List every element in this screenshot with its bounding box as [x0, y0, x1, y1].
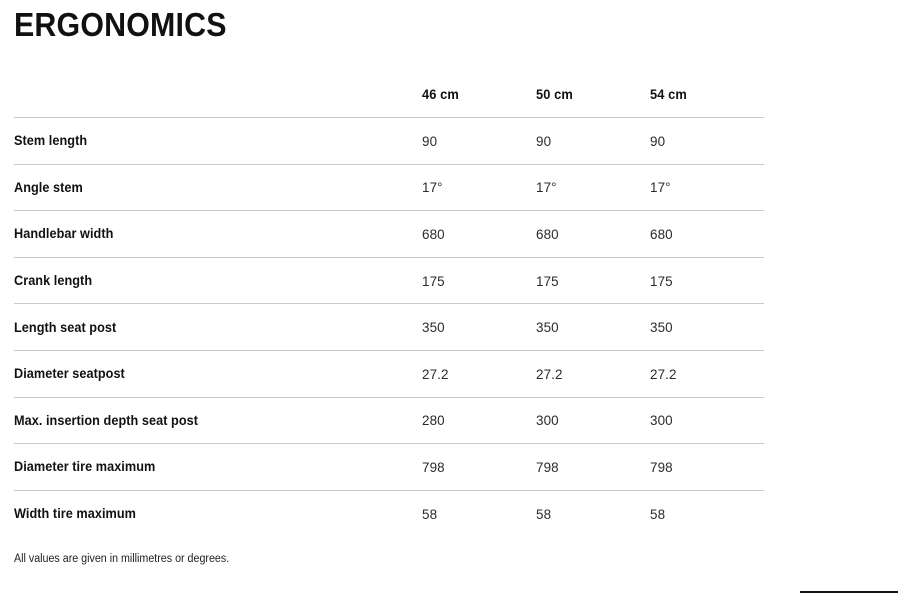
row-value-54-text: 27.2 [650, 365, 677, 382]
row-label-text: Max. insertion depth seat post [14, 412, 199, 428]
row-label-text: Handlebar width [14, 226, 114, 242]
row-value-50: 17° [536, 163, 650, 211]
table-row: Diameter tire maximum 798 798 798 [14, 443, 764, 491]
row-value-46-text: 90 [422, 132, 438, 149]
row-label: Handlebar width [14, 210, 422, 258]
row-value-50: 680 [536, 210, 650, 258]
row-value-54-text: 17° [650, 179, 671, 196]
column-header-size-46: 46 cm [422, 87, 459, 102]
row-value-46-text: 680 [422, 225, 445, 242]
row-value-46-text: 175 [422, 272, 445, 289]
row-value-50-text: 27.2 [536, 365, 563, 382]
row-value-50-text: 175 [536, 272, 559, 289]
row-value-50-text: 58 [536, 505, 552, 522]
row-value-46-text: 17° [422, 179, 443, 196]
row-value-54: 90 [650, 117, 764, 165]
row-value-46: 58 [422, 489, 536, 537]
row-value-50: 175 [536, 256, 650, 304]
table-row: Crank length 175 175 175 [14, 256, 764, 304]
row-value-50: 90 [536, 117, 650, 165]
row-label: Max. insertion depth seat post [14, 396, 422, 444]
column-header-size-50: 50 cm [536, 87, 573, 102]
row-value-50: 798 [536, 443, 650, 491]
row-value-54-text: 680 [650, 225, 673, 242]
row-value-50-text: 680 [536, 225, 559, 242]
row-value-46: 17° [422, 163, 536, 211]
row-value-50-text: 17° [536, 179, 557, 196]
table-body: Stem length 90 90 90 Angle stem 17° 17° … [14, 117, 764, 537]
row-value-54: 17° [650, 163, 764, 211]
row-value-54: 300 [650, 396, 764, 444]
row-label: Crank length [14, 256, 422, 304]
row-label: Angle stem [14, 163, 422, 211]
ergonomics-spec-table: 46 cm 50 cm 54 cm Stem length 90 90 90 A… [14, 74, 764, 537]
table-row: Length seat post 350 350 350 [14, 303, 764, 351]
row-value-46-text: 58 [422, 505, 438, 522]
row-label: Diameter tire maximum [14, 443, 422, 491]
row-value-54: 175 [650, 256, 764, 304]
row-value-54: 798 [650, 443, 764, 491]
row-label: Stem length [14, 117, 422, 165]
row-value-46-text: 27.2 [422, 365, 449, 382]
bottom-right-rule [800, 591, 898, 593]
row-value-54: 27.2 [650, 349, 764, 398]
row-value-46: 175 [422, 256, 536, 304]
row-value-46: 798 [422, 443, 536, 491]
row-value-50: 350 [536, 303, 650, 351]
row-value-46-text: 350 [422, 319, 445, 336]
row-value-46-text: 280 [422, 412, 445, 429]
table-row: Stem length 90 90 90 [14, 117, 764, 165]
row-value-46: 90 [422, 117, 536, 165]
row-label: Width tire maximum [14, 489, 422, 537]
table-row: Diameter seatpost 27.2 27.2 27.2 [14, 349, 764, 398]
table-row: Angle stem 17° 17° 17° [14, 163, 764, 211]
row-value-50-text: 90 [536, 132, 552, 149]
row-value-46: 280 [422, 396, 536, 444]
table-row: Max. insertion depth seat post 280 300 3… [14, 396, 764, 444]
row-value-54-text: 350 [650, 319, 673, 336]
row-value-46-text: 798 [422, 458, 445, 475]
table-footnote: All values are given in millimetres or d… [14, 553, 230, 565]
row-value-54: 58 [650, 489, 764, 537]
row-label-text: Width tire maximum [14, 506, 137, 522]
row-value-54-text: 175 [650, 272, 673, 289]
row-value-50-text: 300 [536, 412, 559, 429]
row-value-50: 27.2 [536, 349, 650, 398]
row-label-text: Diameter seatpost [14, 366, 125, 382]
row-value-46: 680 [422, 210, 536, 258]
row-value-50: 58 [536, 489, 650, 537]
table-head: 46 cm 50 cm 54 cm [14, 74, 764, 118]
row-value-50-text: 350 [536, 319, 559, 336]
row-label: Length seat post [14, 303, 422, 351]
column-header-label [14, 74, 402, 118]
row-label-text: Angle stem [14, 179, 83, 195]
row-label-text: Stem length [14, 133, 88, 149]
row-value-54-text: 90 [650, 132, 666, 149]
page-title: ERGONOMICS [14, 6, 227, 43]
row-value-54-text: 58 [650, 505, 666, 522]
row-value-46: 27.2 [422, 349, 536, 398]
row-label-text: Diameter tire maximum [14, 459, 156, 475]
row-value-54-text: 798 [650, 458, 673, 475]
row-value-54-text: 300 [650, 412, 673, 429]
row-label-text: Length seat post [14, 319, 117, 335]
table-row: Handlebar width 680 680 680 [14, 210, 764, 258]
row-value-50-text: 798 [536, 458, 559, 475]
row-value-50: 300 [536, 396, 650, 444]
table-row: Width tire maximum 58 58 58 [14, 489, 764, 537]
table-header-row: 46 cm 50 cm 54 cm [14, 74, 764, 118]
row-label: Diameter seatpost [14, 349, 422, 398]
row-label-text: Crank length [14, 273, 93, 289]
row-value-54: 680 [650, 210, 764, 258]
row-value-54: 350 [650, 303, 764, 351]
row-value-46: 350 [422, 303, 536, 351]
column-header-size-54: 54 cm [650, 87, 687, 102]
